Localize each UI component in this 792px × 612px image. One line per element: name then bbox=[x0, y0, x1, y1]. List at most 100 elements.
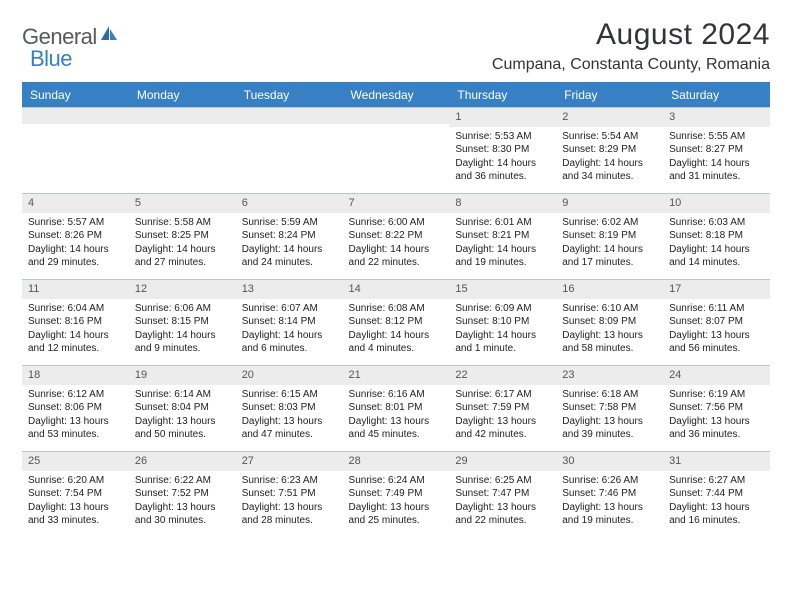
day-number: 20 bbox=[236, 365, 343, 385]
day-number: 5 bbox=[129, 193, 236, 213]
day-details: Sunrise: 6:19 AMSunset: 7:56 PMDaylight:… bbox=[663, 385, 770, 446]
day-header: Friday bbox=[556, 82, 663, 107]
sunrise-line: Sunrise: 6:20 AM bbox=[28, 474, 123, 488]
sunset-line: Sunset: 7:52 PM bbox=[135, 487, 230, 501]
daylight-line: Daylight: 13 hours and 33 minutes. bbox=[28, 501, 123, 528]
day-details: Sunrise: 6:10 AMSunset: 8:09 PMDaylight:… bbox=[556, 299, 663, 360]
daylight-line: Daylight: 13 hours and 19 minutes. bbox=[562, 501, 657, 528]
daylight-line: Daylight: 13 hours and 22 minutes. bbox=[455, 501, 550, 528]
sunrise-line: Sunrise: 6:26 AM bbox=[562, 474, 657, 488]
daylight-line: Daylight: 13 hours and 56 minutes. bbox=[669, 329, 764, 356]
sunset-line: Sunset: 8:03 PM bbox=[242, 401, 337, 415]
calendar-cell: 5Sunrise: 5:58 AMSunset: 8:25 PMDaylight… bbox=[129, 193, 236, 279]
sunrise-line: Sunrise: 6:12 AM bbox=[28, 388, 123, 402]
day-number: 23 bbox=[556, 365, 663, 385]
day-number: 28 bbox=[343, 451, 450, 471]
sunset-line: Sunset: 8:25 PM bbox=[135, 229, 230, 243]
day-details: Sunrise: 6:08 AMSunset: 8:12 PMDaylight:… bbox=[343, 299, 450, 360]
day-number: 2 bbox=[556, 107, 663, 127]
calendar-cell: 7Sunrise: 6:00 AMSunset: 8:22 PMDaylight… bbox=[343, 193, 450, 279]
day-header: Wednesday bbox=[343, 82, 450, 107]
sunrise-line: Sunrise: 6:06 AM bbox=[135, 302, 230, 316]
calendar-row: 25Sunrise: 6:20 AMSunset: 7:54 PMDayligh… bbox=[22, 451, 770, 537]
day-number: 4 bbox=[22, 193, 129, 213]
day-details: Sunrise: 5:55 AMSunset: 8:27 PMDaylight:… bbox=[663, 127, 770, 188]
daylight-line: Daylight: 13 hours and 25 minutes. bbox=[349, 501, 444, 528]
sunrise-line: Sunrise: 6:10 AM bbox=[562, 302, 657, 316]
calendar-head: SundayMondayTuesdayWednesdayThursdayFrid… bbox=[22, 82, 770, 107]
sunset-line: Sunset: 8:16 PM bbox=[28, 315, 123, 329]
calendar-cell: 16Sunrise: 6:10 AMSunset: 8:09 PMDayligh… bbox=[556, 279, 663, 365]
day-details: Sunrise: 6:22 AMSunset: 7:52 PMDaylight:… bbox=[129, 471, 236, 532]
daylight-line: Daylight: 14 hours and 19 minutes. bbox=[455, 243, 550, 270]
sunrise-line: Sunrise: 6:19 AM bbox=[669, 388, 764, 402]
day-details: Sunrise: 6:16 AMSunset: 8:01 PMDaylight:… bbox=[343, 385, 450, 446]
calendar-row: 1Sunrise: 5:53 AMSunset: 8:30 PMDaylight… bbox=[22, 107, 770, 193]
daylight-line: Daylight: 14 hours and 14 minutes. bbox=[669, 243, 764, 270]
day-details: Sunrise: 6:01 AMSunset: 8:21 PMDaylight:… bbox=[449, 213, 556, 274]
daylight-line: Daylight: 14 hours and 9 minutes. bbox=[135, 329, 230, 356]
day-details: Sunrise: 6:12 AMSunset: 8:06 PMDaylight:… bbox=[22, 385, 129, 446]
day-header: Saturday bbox=[663, 82, 770, 107]
sunrise-line: Sunrise: 6:17 AM bbox=[455, 388, 550, 402]
sunset-line: Sunset: 8:26 PM bbox=[28, 229, 123, 243]
calendar-cell: 28Sunrise: 6:24 AMSunset: 7:49 PMDayligh… bbox=[343, 451, 450, 537]
daylight-line: Daylight: 13 hours and 50 minutes. bbox=[135, 415, 230, 442]
calendar-cell bbox=[343, 107, 450, 193]
day-details: Sunrise: 6:24 AMSunset: 7:49 PMDaylight:… bbox=[343, 471, 450, 532]
day-number: 7 bbox=[343, 193, 450, 213]
sunrise-line: Sunrise: 6:23 AM bbox=[242, 474, 337, 488]
day-details: Sunrise: 6:20 AMSunset: 7:54 PMDaylight:… bbox=[22, 471, 129, 532]
day-number: 14 bbox=[343, 279, 450, 299]
day-details: Sunrise: 6:25 AMSunset: 7:47 PMDaylight:… bbox=[449, 471, 556, 532]
calendar-cell: 26Sunrise: 6:22 AMSunset: 7:52 PMDayligh… bbox=[129, 451, 236, 537]
daylight-line: Daylight: 14 hours and 29 minutes. bbox=[28, 243, 123, 270]
calendar-cell: 6Sunrise: 5:59 AMSunset: 8:24 PMDaylight… bbox=[236, 193, 343, 279]
day-details: Sunrise: 6:03 AMSunset: 8:18 PMDaylight:… bbox=[663, 213, 770, 274]
daylight-line: Daylight: 13 hours and 28 minutes. bbox=[242, 501, 337, 528]
day-details: Sunrise: 6:02 AMSunset: 8:19 PMDaylight:… bbox=[556, 213, 663, 274]
calendar-cell bbox=[22, 107, 129, 193]
sunset-line: Sunset: 8:22 PM bbox=[349, 229, 444, 243]
calendar-page: General August 2024 Cumpana, Constanta C… bbox=[0, 0, 792, 553]
calendar-cell: 25Sunrise: 6:20 AMSunset: 7:54 PMDayligh… bbox=[22, 451, 129, 537]
day-details: Sunrise: 6:18 AMSunset: 7:58 PMDaylight:… bbox=[556, 385, 663, 446]
day-number: 15 bbox=[449, 279, 556, 299]
day-number: 10 bbox=[663, 193, 770, 213]
daylight-line: Daylight: 13 hours and 39 minutes. bbox=[562, 415, 657, 442]
calendar-cell: 24Sunrise: 6:19 AMSunset: 7:56 PMDayligh… bbox=[663, 365, 770, 451]
sunrise-line: Sunrise: 6:25 AM bbox=[455, 474, 550, 488]
day-details: Sunrise: 5:57 AMSunset: 8:26 PMDaylight:… bbox=[22, 213, 129, 274]
day-details: Sunrise: 6:17 AMSunset: 7:59 PMDaylight:… bbox=[449, 385, 556, 446]
day-number: 27 bbox=[236, 451, 343, 471]
sunrise-line: Sunrise: 6:15 AM bbox=[242, 388, 337, 402]
calendar-cell: 20Sunrise: 6:15 AMSunset: 8:03 PMDayligh… bbox=[236, 365, 343, 451]
calendar-row: 4Sunrise: 5:57 AMSunset: 8:26 PMDaylight… bbox=[22, 193, 770, 279]
logo-sail-icon bbox=[99, 24, 119, 47]
day-details: Sunrise: 6:14 AMSunset: 8:04 PMDaylight:… bbox=[129, 385, 236, 446]
sunrise-line: Sunrise: 5:54 AM bbox=[562, 130, 657, 144]
sunset-line: Sunset: 7:58 PM bbox=[562, 401, 657, 415]
calendar-cell: 3Sunrise: 5:55 AMSunset: 8:27 PMDaylight… bbox=[663, 107, 770, 193]
sunset-line: Sunset: 8:27 PM bbox=[669, 143, 764, 157]
day-details: Sunrise: 6:26 AMSunset: 7:46 PMDaylight:… bbox=[556, 471, 663, 532]
sunrise-line: Sunrise: 6:02 AM bbox=[562, 216, 657, 230]
calendar-cell: 27Sunrise: 6:23 AMSunset: 7:51 PMDayligh… bbox=[236, 451, 343, 537]
day-header: Monday bbox=[129, 82, 236, 107]
calendar-cell: 11Sunrise: 6:04 AMSunset: 8:16 PMDayligh… bbox=[22, 279, 129, 365]
sunset-line: Sunset: 8:09 PM bbox=[562, 315, 657, 329]
sunset-line: Sunset: 8:04 PM bbox=[135, 401, 230, 415]
calendar-cell: 29Sunrise: 6:25 AMSunset: 7:47 PMDayligh… bbox=[449, 451, 556, 537]
daylight-line: Daylight: 14 hours and 12 minutes. bbox=[28, 329, 123, 356]
sunrise-line: Sunrise: 6:24 AM bbox=[349, 474, 444, 488]
daylight-line: Daylight: 13 hours and 30 minutes. bbox=[135, 501, 230, 528]
calendar-cell: 19Sunrise: 6:14 AMSunset: 8:04 PMDayligh… bbox=[129, 365, 236, 451]
daylight-line: Daylight: 14 hours and 31 minutes. bbox=[669, 157, 764, 184]
day-number: 18 bbox=[22, 365, 129, 385]
sunset-line: Sunset: 7:54 PM bbox=[28, 487, 123, 501]
day-number: 19 bbox=[129, 365, 236, 385]
day-number: 26 bbox=[129, 451, 236, 471]
day-details: Sunrise: 5:58 AMSunset: 8:25 PMDaylight:… bbox=[129, 213, 236, 274]
day-number-band bbox=[236, 107, 343, 124]
daylight-line: Daylight: 14 hours and 22 minutes. bbox=[349, 243, 444, 270]
